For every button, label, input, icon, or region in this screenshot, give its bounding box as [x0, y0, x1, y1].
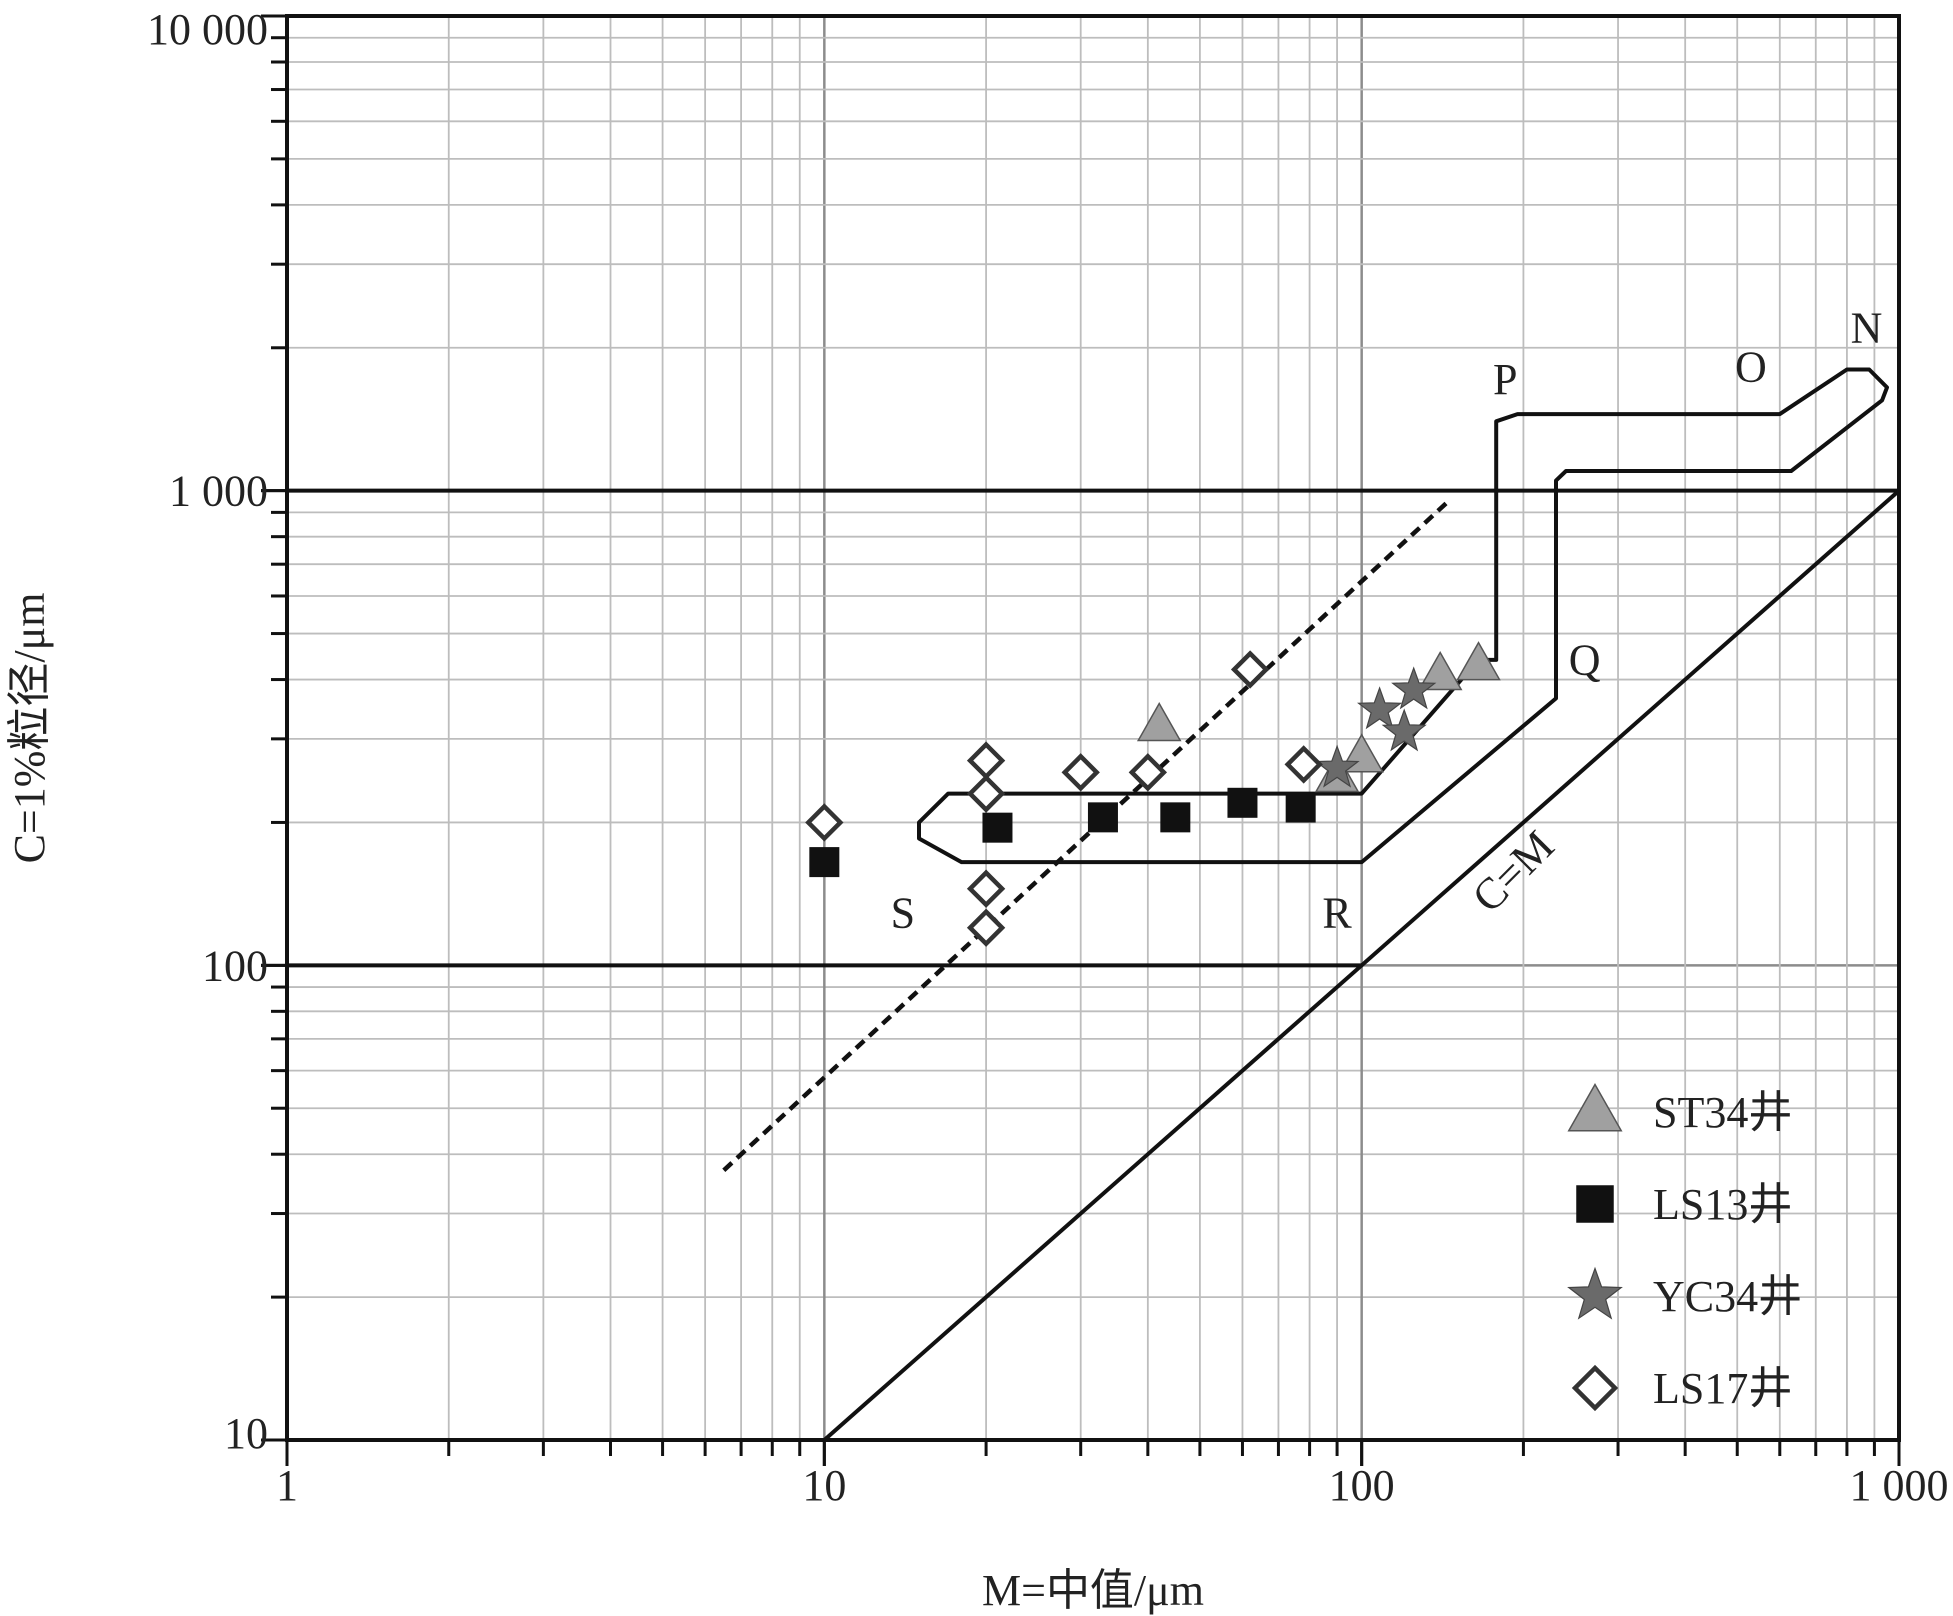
annotation-label: S [891, 889, 915, 938]
boundary-group [917, 367, 1889, 865]
dashed-trend-line [722, 499, 1450, 1172]
legend-label: ST34井 [1653, 1088, 1792, 1137]
series-square [809, 787, 1316, 878]
legend-label: LS13井 [1653, 1180, 1792, 1229]
data-point-star [1357, 686, 1403, 730]
legend-marker-triangle [1567, 1082, 1623, 1132]
x-tick-label: 10 [802, 1461, 846, 1510]
data-point-square [809, 847, 840, 878]
dashed-trend-group [722, 499, 1450, 1172]
data-point-square [1160, 802, 1191, 833]
legend-label: LS17井 [1653, 1364, 1792, 1413]
y-axis-title: C=1%粒径/μm [5, 593, 54, 864]
data-point-triangle [1136, 702, 1182, 742]
legend-marker-square [1576, 1185, 1614, 1223]
series-star [1314, 666, 1437, 788]
x-tick-label: 1 [276, 1461, 298, 1510]
annotation-label: O [1735, 342, 1767, 391]
data-points [805, 641, 1501, 947]
data-point-square [982, 812, 1013, 843]
legend-marker-diamond [1571, 1364, 1619, 1412]
reference-lines [287, 488, 1899, 968]
data-point-star [1391, 666, 1437, 710]
legend-item: LS17井 [1571, 1364, 1792, 1413]
series-diamond [805, 650, 1323, 947]
y-tick-label: 1 000 [169, 467, 268, 516]
legend: ST34井 LS13井 YC34井 LS17井 [1567, 1082, 1802, 1413]
data-point-star [1381, 708, 1427, 752]
legend-marker-star [1567, 1266, 1623, 1320]
data-point-triangle [1456, 641, 1501, 681]
legend-item: YC34井 [1567, 1266, 1802, 1321]
legend-item: ST34井 [1567, 1082, 1792, 1137]
data-point-diamond [966, 741, 1006, 780]
data-point-square [1285, 792, 1316, 823]
x-axis-title: M=中值/μm [982, 1566, 1204, 1615]
data-point-diamond [805, 803, 844, 842]
x-tick-label: 1 000 [1850, 1461, 1949, 1510]
data-point-diamond [966, 908, 1006, 947]
x-tick-labels: 1 10 100 1 000 [276, 1461, 1949, 1510]
annotation-label: P [1493, 355, 1517, 404]
data-point-diamond [1284, 745, 1323, 784]
data-point-triangle [1417, 650, 1463, 691]
axis-ticks [261, 14, 1901, 1466]
data-point-diamond [1061, 753, 1100, 792]
annotation-label: Q [1569, 635, 1601, 684]
y-tick-label: 10 000 [147, 5, 268, 54]
legend-label: YC34井 [1653, 1272, 1802, 1321]
y-tick-label: 10 [224, 1409, 268, 1458]
data-point-square [1087, 802, 1118, 833]
boundary-outline [917, 367, 1889, 865]
data-point-star [1314, 744, 1360, 788]
annotation-label: N [1851, 304, 1883, 353]
c-equals-m-line [823, 489, 1899, 1440]
y-tick-label: 100 [202, 941, 268, 990]
data-point-diamond [1128, 753, 1168, 792]
legend-item: LS13井 [1576, 1180, 1792, 1229]
data-point-diamond [966, 774, 1006, 813]
data-point-diamond [1230, 650, 1270, 689]
x-tick-label: 100 [1329, 1461, 1395, 1510]
c-equals-m-line-group [823, 489, 1899, 1440]
annotation-label: R [1322, 889, 1352, 938]
data-point-diamond [966, 869, 1006, 908]
plot-frame [285, 14, 1901, 1442]
y-tick-labels: 10 100 1 000 10 000 [147, 5, 268, 1458]
data-point-square [1227, 787, 1258, 818]
